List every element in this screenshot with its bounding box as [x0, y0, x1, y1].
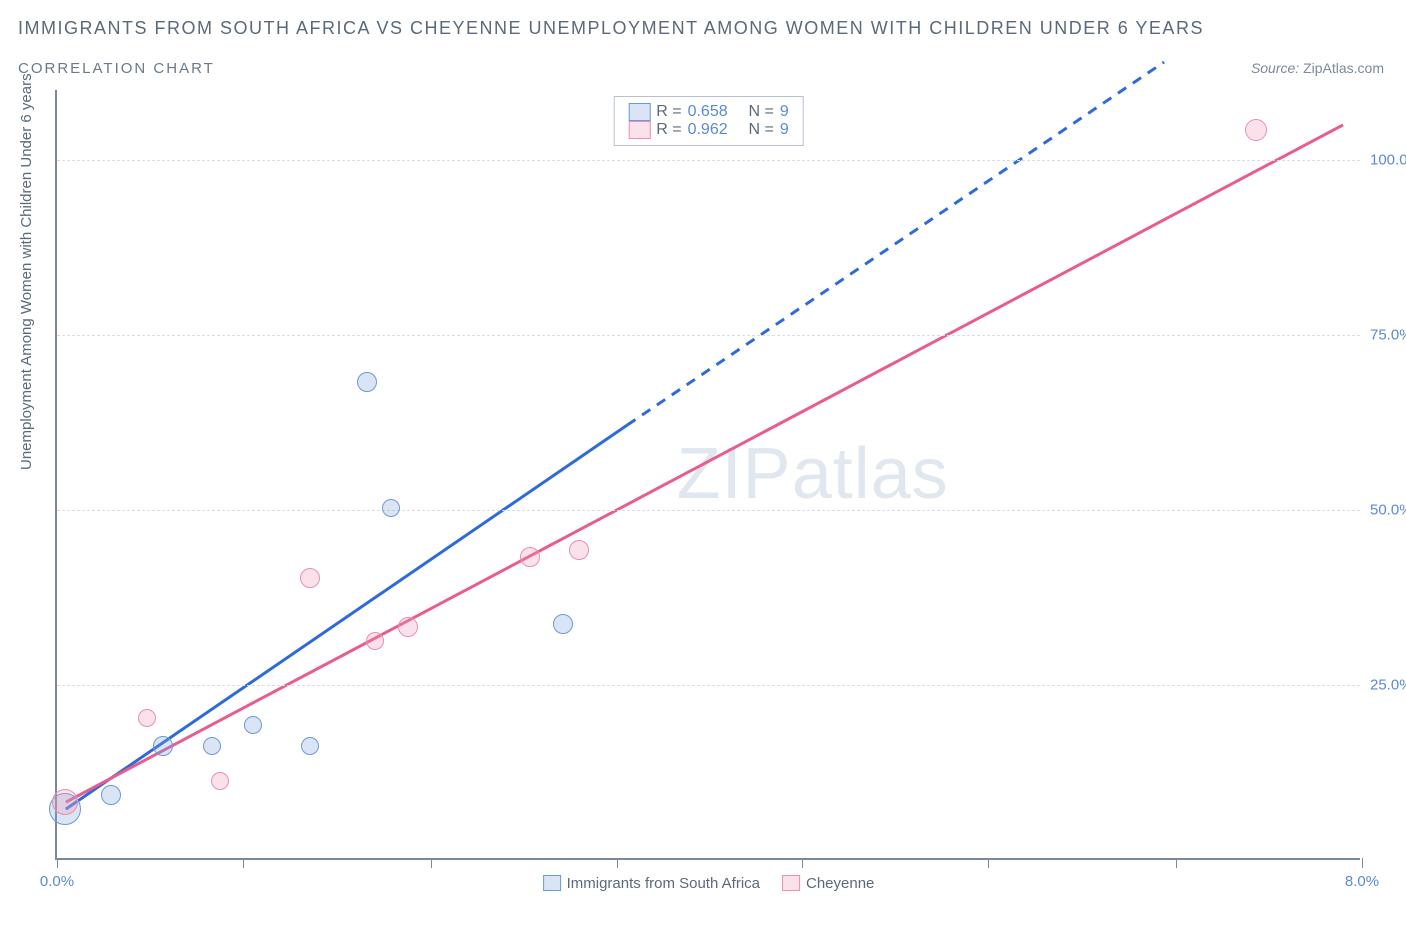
watermark-a: ZIP [677, 434, 792, 514]
x-tick [1362, 858, 1363, 868]
data-point-series-1 [211, 772, 229, 790]
x-tick [802, 858, 803, 868]
data-point-series-0 [203, 737, 221, 755]
y-tick-label: 50.0% [1370, 502, 1406, 519]
x-tick [243, 858, 244, 868]
legend-swatch-1 [628, 121, 650, 139]
data-point-series-0 [153, 736, 173, 756]
gridline-h [57, 335, 1360, 336]
source-label: Source: [1251, 60, 1299, 76]
data-point-series-1 [398, 617, 418, 637]
x-tick-label: 0.0% [40, 873, 74, 890]
r-label: R = [656, 103, 681, 121]
y-tick-label: 75.0% [1370, 327, 1406, 344]
data-point-series-1 [569, 540, 589, 560]
legend-row-0: R = 0.658 N = 9 [628, 103, 789, 121]
legend-row-1: R = 0.962 N = 9 [628, 121, 789, 139]
watermark: ZIPatlas [677, 433, 949, 515]
data-point-series-0 [553, 614, 573, 634]
legend-item-0: Immigrants from South Africa [543, 875, 760, 892]
regression-lines [57, 90, 1360, 858]
n-label: N = [749, 103, 774, 121]
n-value-0: 9 [780, 103, 789, 121]
y-tick-label: 25.0% [1370, 677, 1406, 694]
legend-label-1: Cheyenne [806, 875, 874, 892]
gridline-h [57, 510, 1360, 511]
r-label: R = [656, 121, 681, 139]
x-tick [988, 858, 989, 868]
data-point-series-0 [382, 499, 400, 517]
y-tick-label: 100.0% [1370, 152, 1406, 169]
r-value-1: 0.962 [688, 121, 728, 139]
legend-item-1: Cheyenne [782, 875, 874, 892]
legend-label-0: Immigrants from South Africa [567, 875, 760, 892]
chart-title: IMMIGRANTS FROM SOUTH AFRICA VS CHEYENNE… [18, 18, 1204, 39]
n-label: N = [749, 121, 774, 139]
y-axis-label: Unemployment Among Women with Children U… [18, 73, 35, 470]
legend-series: Immigrants from South Africa Cheyenne [543, 875, 875, 892]
legend-swatch-0 [628, 103, 650, 121]
x-tick [1176, 858, 1177, 868]
data-point-series-0 [301, 737, 319, 755]
chart-plot-area: ZIPatlas R = 0.658 N = 9 R = 0.962 N = 9… [55, 90, 1360, 860]
watermark-b: atlas [792, 434, 949, 514]
r-value-0: 0.658 [688, 103, 728, 121]
data-point-series-1 [52, 789, 78, 815]
legend-swatch-icon [543, 875, 561, 891]
gridline-h [57, 160, 1360, 161]
data-point-series-0 [357, 372, 377, 392]
n-value-1: 9 [780, 121, 789, 139]
source-credit: Source: ZipAtlas.com [1251, 60, 1384, 76]
data-point-series-1 [300, 568, 320, 588]
data-point-series-0 [244, 716, 262, 734]
x-tick [57, 858, 58, 868]
legend-correlation: R = 0.658 N = 9 R = 0.962 N = 9 [613, 96, 804, 146]
data-point-series-1 [138, 709, 156, 727]
legend-swatch-icon [782, 875, 800, 891]
source-site: ZipAtlas.com [1303, 60, 1384, 76]
data-point-series-1 [1245, 119, 1267, 141]
x-tick-label: 8.0% [1345, 873, 1379, 890]
x-tick [617, 858, 618, 868]
data-point-series-0 [101, 785, 121, 805]
x-tick [431, 858, 432, 868]
data-point-series-1 [366, 632, 384, 650]
gridline-h [57, 685, 1360, 686]
data-point-series-1 [520, 547, 540, 567]
chart-subtitle: CORRELATION CHART [18, 60, 215, 77]
